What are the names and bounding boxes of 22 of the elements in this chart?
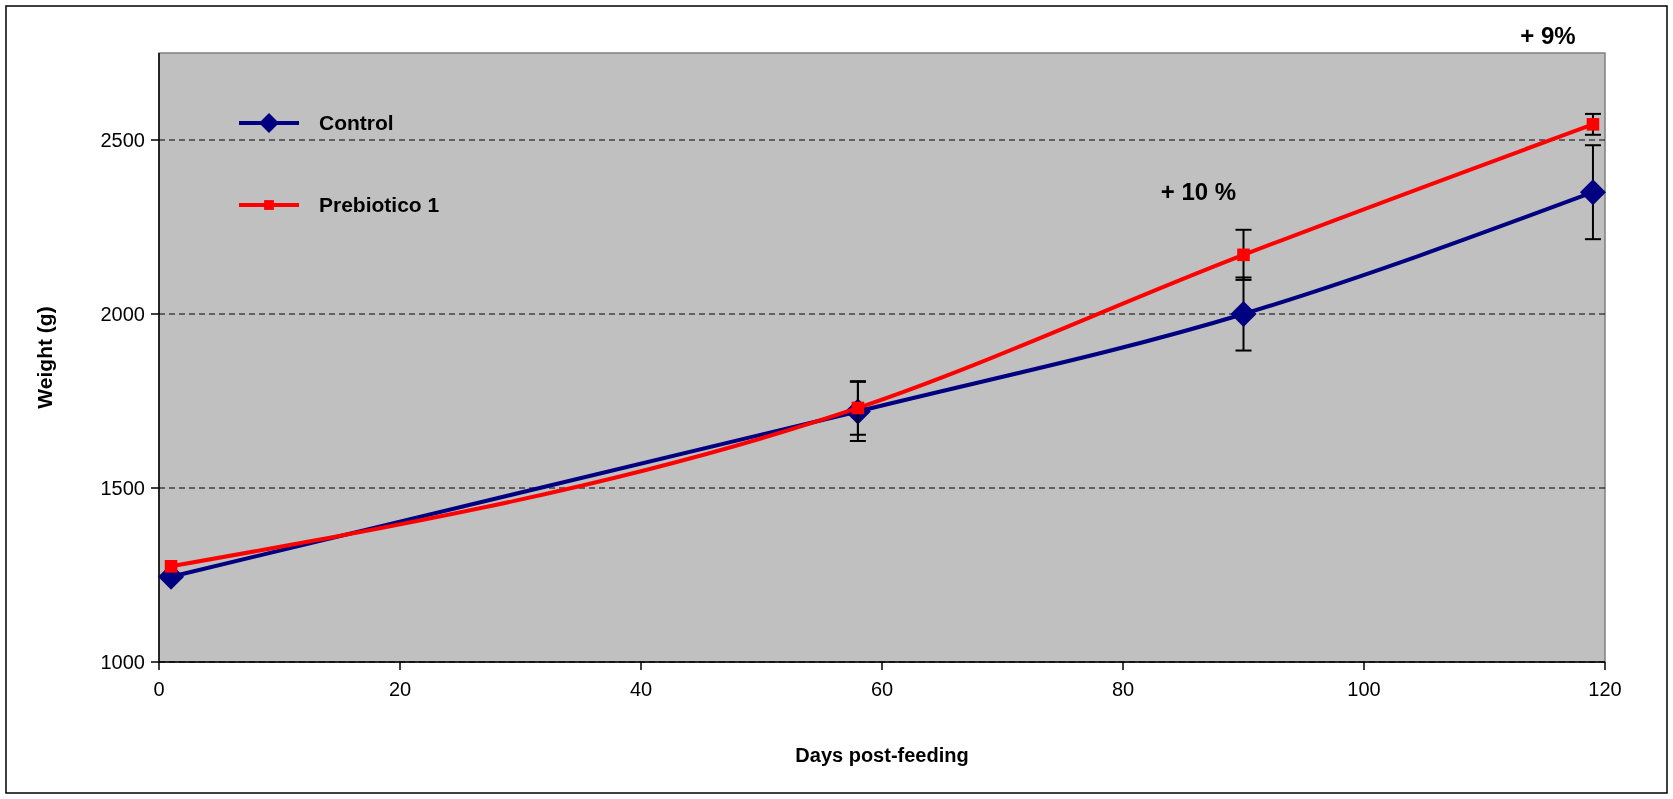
x-tick-label: 100: [1347, 678, 1381, 700]
y-tick-label: 1500: [100, 477, 145, 499]
x-tick-label: 60: [870, 678, 894, 700]
annotation: + 10 %: [1160, 177, 1237, 205]
y-tick-label: 1000: [100, 651, 145, 673]
x-tick-label: 0: [153, 678, 165, 700]
y-tick-label: 2500: [100, 129, 145, 151]
x-axis-title: Days post-feeding: [795, 744, 969, 766]
x-tick-label: 80: [1111, 678, 1135, 700]
point: [1586, 118, 1600, 131]
x-tick-label: 120: [1588, 678, 1622, 700]
x-tick-label: 20: [388, 678, 412, 700]
point: [1579, 179, 1606, 206]
y-axis-title: Weight (g): [33, 306, 56, 409]
y-tick-label: 2000: [100, 303, 145, 325]
x-tick-label: 40: [629, 678, 653, 700]
point: [164, 560, 178, 573]
point: [1230, 301, 1257, 327]
text: + 9%: [1520, 22, 1576, 50]
legend-label: Prebiotico 1: [319, 193, 440, 217]
point: [1237, 248, 1250, 262]
legend-label: Control: [319, 111, 394, 135]
